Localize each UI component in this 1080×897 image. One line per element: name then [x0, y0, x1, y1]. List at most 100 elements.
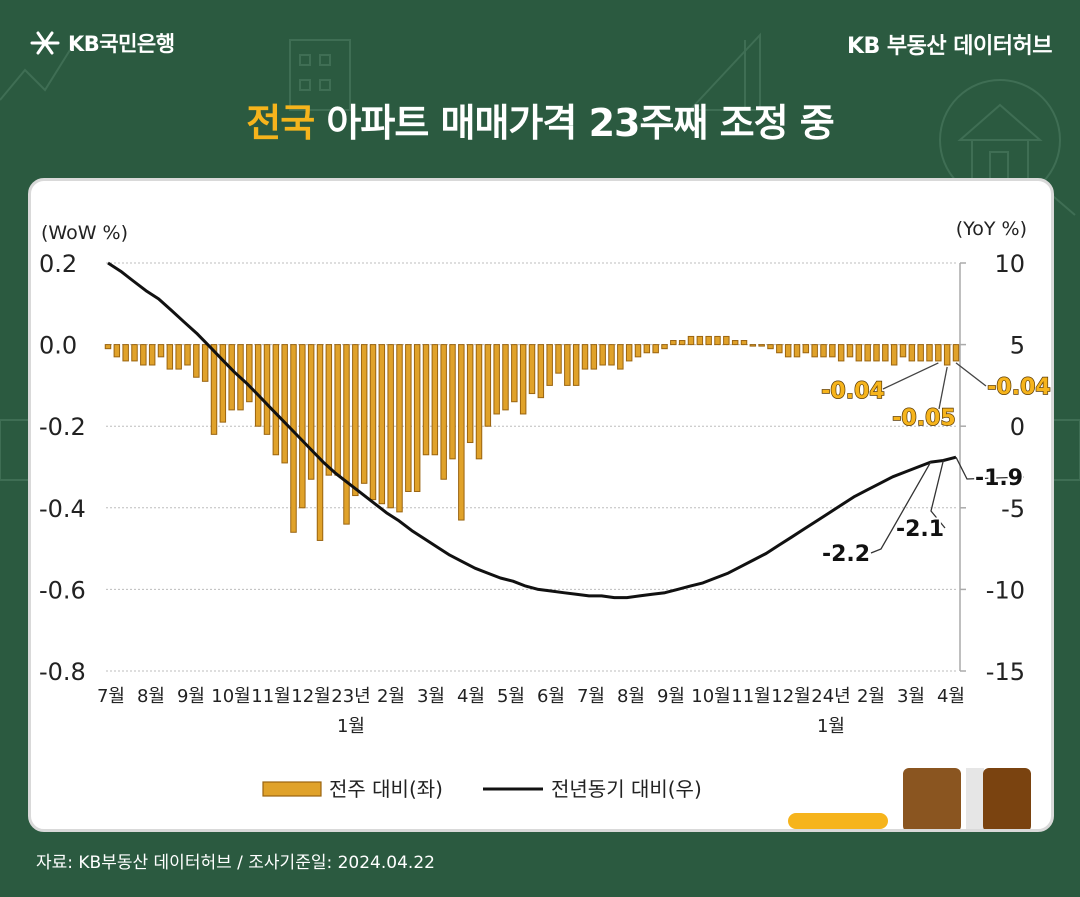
x-tick-label: 4월	[457, 686, 485, 707]
bar	[652, 344, 659, 354]
line-annotation-leader	[870, 461, 932, 554]
chart: 0.2 0.0 -0.2 -0.4 -0.6 -0.8 10 5 0 -5 -10 -15 (WoW %…	[39, 218, 1051, 829]
right-tick-label: 5	[1010, 332, 1025, 360]
bar	[749, 344, 757, 347]
left-tick-label: -0.2	[39, 413, 86, 441]
bar	[387, 344, 394, 509]
bar	[528, 344, 536, 395]
legend-bar-label: 전주 대비(좌)	[329, 777, 443, 801]
decor-yellow-pill	[788, 813, 888, 829]
kb-star-icon	[30, 31, 60, 55]
bar	[325, 344, 333, 476]
bar	[731, 340, 739, 346]
bar	[466, 344, 474, 444]
bar-annotation-label: -0.04	[987, 375, 1050, 400]
x-tick-label: 12월	[291, 686, 330, 707]
bar-annotation-leader	[955, 362, 987, 387]
bar	[793, 344, 801, 358]
bar	[290, 344, 297, 533]
bar	[714, 335, 721, 346]
bar	[926, 344, 933, 362]
right-tick-label: 10	[994, 250, 1025, 278]
bar	[431, 344, 439, 456]
bar	[705, 335, 712, 346]
bar	[422, 344, 430, 456]
x-tick-label: 10월	[691, 686, 730, 707]
bar	[246, 344, 253, 403]
bar	[511, 344, 518, 403]
bar	[829, 344, 836, 358]
bar	[943, 344, 951, 366]
bar	[140, 344, 147, 366]
bar	[678, 340, 686, 346]
bar	[590, 344, 598, 370]
bar	[890, 344, 898, 366]
bar	[272, 344, 280, 456]
bar	[608, 344, 615, 366]
bar	[837, 344, 845, 362]
bar	[802, 344, 810, 354]
x-tick-label: 24년	[811, 686, 850, 707]
bar	[546, 344, 553, 386]
bar	[758, 344, 765, 347]
bar	[343, 344, 350, 525]
bar	[670, 340, 677, 346]
bar	[625, 344, 633, 362]
title-rest: 아파트 매매가격 23주째 조정 중	[314, 101, 834, 145]
bar	[104, 344, 112, 350]
right-tick-label: -5	[1001, 495, 1025, 523]
right-tick-label: -15	[986, 658, 1025, 686]
bar	[131, 344, 138, 362]
bar-annotation-label: -0.04	[821, 379, 884, 404]
bar	[784, 344, 792, 358]
bar	[767, 344, 774, 350]
left-tick-label: -0.8	[39, 658, 86, 686]
chart-card: 0.2 0.0 -0.2 -0.4 -0.6 -0.8 10 5 0 -5 -10 -15 (WoW %…	[28, 178, 1054, 832]
line-annotation-label: -2.1	[896, 517, 944, 542]
right-tick-label: -10	[986, 576, 1025, 604]
bar	[864, 344, 871, 362]
bar	[122, 344, 129, 362]
brand-label: KB 부동산 데이터허브	[846, 34, 1053, 59]
bar	[210, 344, 218, 435]
bar	[369, 344, 377, 501]
bar	[228, 344, 235, 411]
bar	[599, 344, 606, 366]
bar	[811, 344, 818, 358]
left-tick-label: 0.2	[39, 250, 77, 278]
bar	[855, 344, 863, 362]
x-tick-label: 10월	[211, 686, 250, 707]
right-tick-label: 0	[1010, 413, 1025, 441]
x-tick-label: 9월	[657, 686, 685, 707]
bar	[484, 344, 492, 427]
bar	[352, 344, 359, 497]
bar	[307, 344, 315, 480]
bar	[157, 344, 165, 358]
bar	[537, 344, 545, 399]
bar	[316, 344, 324, 541]
kb-logo: KB국민은행	[28, 28, 175, 58]
x-tick-label: 11월	[251, 686, 290, 707]
bar-annotation-leader	[938, 366, 948, 410]
x-tick-label: 6월	[537, 686, 565, 707]
bar	[396, 344, 403, 513]
bar	[952, 344, 960, 362]
bar	[882, 344, 889, 362]
bar	[449, 344, 456, 460]
bar	[555, 344, 562, 374]
yoy-series-line	[107, 261, 957, 600]
bar	[723, 335, 730, 346]
bar	[873, 344, 880, 362]
bar	[175, 344, 182, 370]
title-highlight: 전국	[246, 101, 315, 145]
bar	[908, 344, 916, 362]
bar	[413, 344, 421, 492]
x-tick-label: 7월	[577, 686, 605, 707]
bar	[519, 344, 527, 415]
left-tick-label: -0.4	[39, 495, 86, 523]
x-sub-label: 1월	[817, 716, 845, 737]
bar	[935, 344, 942, 362]
bar	[846, 344, 854, 358]
bar	[581, 344, 589, 370]
x-tick-label: 11월	[731, 686, 770, 707]
